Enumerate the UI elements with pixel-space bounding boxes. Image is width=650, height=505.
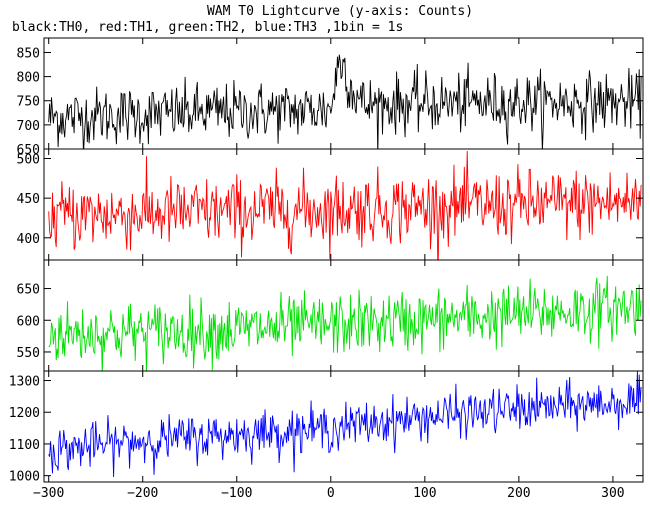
- x-axis: −300 −200 −100 0 100 200 300: [33, 486, 625, 501]
- chart-title: WAM T0 Lightcurve (y-axis: Counts): [207, 4, 473, 19]
- y-tick-label: 1100: [9, 438, 40, 453]
- panel-th2: 550 600 650: [17, 259, 644, 372]
- x-tick-label: 0: [327, 486, 335, 501]
- panel-frame: [43, 37, 644, 150]
- y-tick-label: 850: [17, 46, 40, 61]
- y-tick-label: 1300: [9, 375, 40, 390]
- y-tick-label: 750: [17, 95, 40, 110]
- panel-th1: 400 450 500: [17, 148, 644, 261]
- panel-th0: 650 700 750 800 850: [17, 37, 644, 158]
- y-tick-label: 400: [17, 232, 40, 247]
- x-tick-label: 300: [601, 486, 624, 501]
- series-line-th3: [48, 371, 642, 478]
- chart-subtitle: black:TH0, red:TH1, green:TH2, blue:TH3 …: [12, 20, 403, 35]
- y-tick-label: 500: [17, 153, 40, 168]
- y-tick-label: 450: [17, 192, 40, 207]
- y-tick-label: 700: [17, 119, 40, 134]
- y-tick-label: 800: [17, 71, 40, 86]
- y-tick-label: 650: [17, 143, 40, 158]
- y-tick-label: 1200: [9, 406, 40, 421]
- x-tick-label: −100: [221, 486, 252, 501]
- x-tick-label: −300: [33, 486, 64, 501]
- y-tick-label: 650: [17, 283, 40, 298]
- panels: 650 700 750 800 850 400 450 500 550 600 650 1000 110…: [9, 37, 644, 485]
- y-tick-label: 1000: [9, 470, 40, 485]
- series-line-th0: [48, 54, 642, 149]
- panel-th3: 1000 1100 1200 1300: [9, 370, 644, 485]
- series-line-th1: [48, 150, 642, 260]
- panel-frame: [43, 370, 644, 483]
- y-tick-label: 600: [17, 314, 40, 329]
- series-line-th2: [48, 275, 642, 371]
- y-tick-label: 550: [17, 346, 40, 361]
- x-tick-label: 100: [413, 486, 436, 501]
- x-tick-label: 200: [507, 486, 530, 501]
- x-tick-label: −200: [127, 486, 158, 501]
